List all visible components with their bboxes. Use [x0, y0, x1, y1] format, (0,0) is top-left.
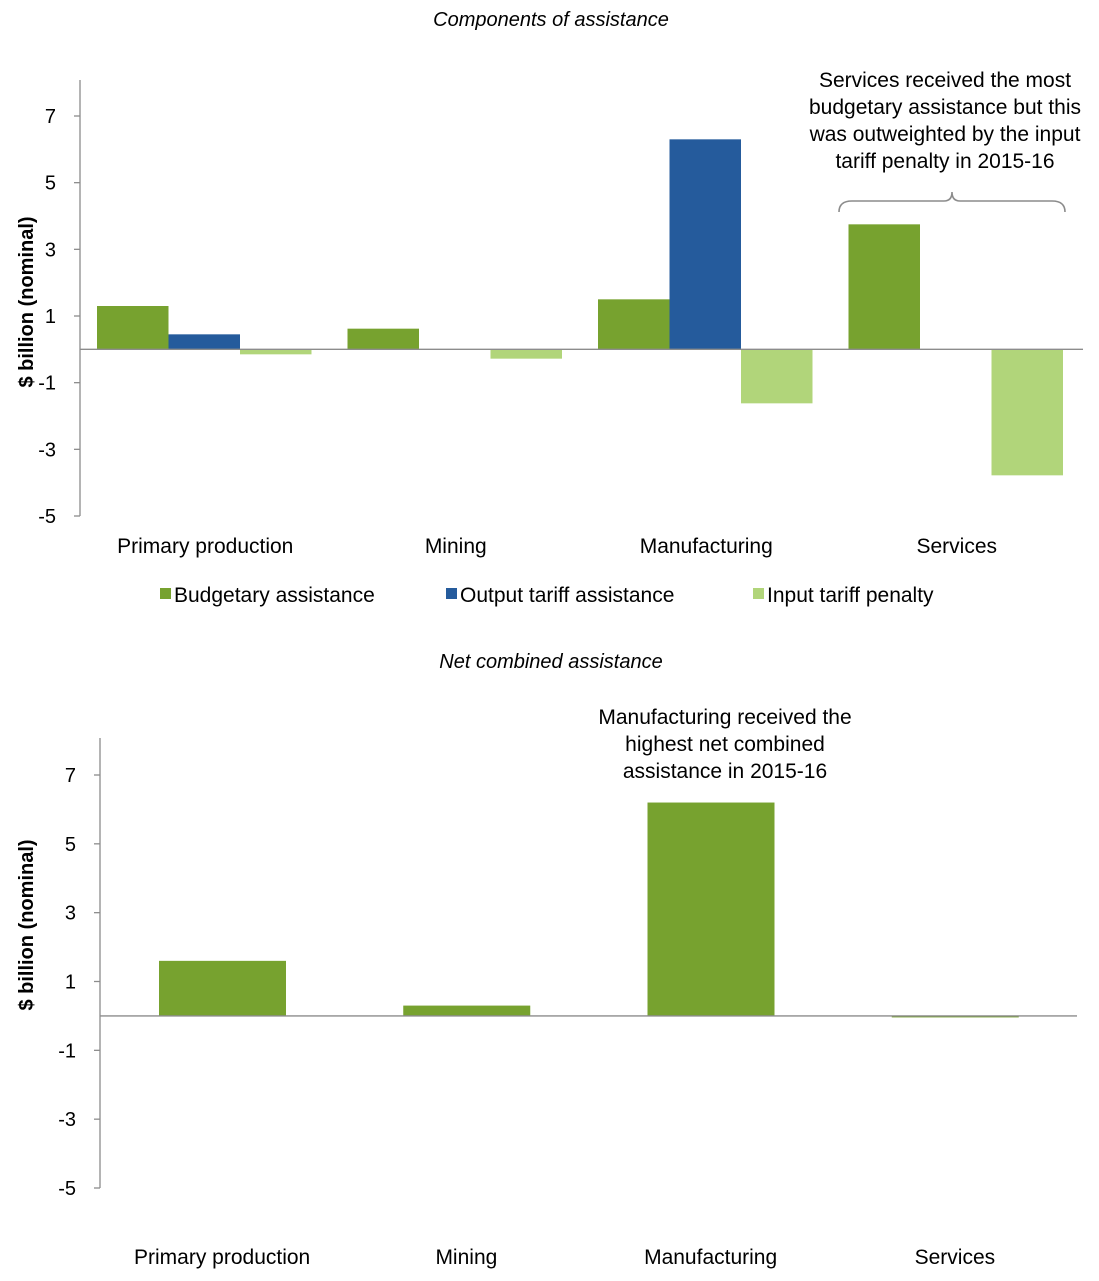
bar	[598, 299, 670, 350]
annotation-line-3: assistance in 2015-16	[623, 760, 827, 783]
y-tick-label: 5	[65, 834, 76, 856]
x-ticks: Primary production Mining Manufacturing Ser…	[134, 1246, 995, 1269]
y-tick-label: -1	[38, 373, 56, 395]
bar	[669, 139, 741, 350]
y-tick-label: 1	[65, 972, 76, 994]
components-chart: Components of assistance $ billion (nomi…	[16, 9, 1083, 607]
bar	[647, 802, 775, 1016]
bar	[991, 349, 1063, 476]
bars	[80, 139, 1083, 476]
y-tick-label: 3	[65, 903, 76, 925]
bar	[168, 334, 240, 350]
y-tick-label: -5	[38, 506, 56, 528]
annotation-line-2: budgetary assistance but this	[809, 96, 1081, 119]
chart-title: Net combined assistance	[439, 651, 662, 673]
bar	[490, 349, 562, 359]
legend-label-budgetary: Budgetary assistance	[174, 584, 375, 607]
x-tick-label: Services	[916, 535, 997, 558]
x-tick-label: Mining	[435, 1246, 497, 1269]
legend: Budgetary assistance Output tariff assis…	[160, 584, 934, 607]
x-tick-label: Manufacturing	[640, 535, 773, 558]
legend-swatch-input	[753, 588, 764, 599]
legend-label-output: Output tariff assistance	[460, 584, 674, 607]
bar	[848, 224, 920, 350]
x-tick-label: Mining	[425, 535, 487, 558]
bar	[403, 1005, 531, 1016]
y-tick-label: 1	[45, 306, 56, 328]
annotation: Manufacturing received the highest net c…	[598, 706, 851, 783]
annotation-line-4: tariff penalty in 2015-16	[835, 150, 1054, 173]
legend-swatch-budgetary	[160, 588, 171, 599]
y-ticks: 7 5 3 1 -1 -3 -5	[58, 765, 100, 1200]
x-tick-label: Primary production	[134, 1246, 310, 1269]
annotation: Services received the most budgetary ass…	[809, 69, 1081, 213]
bar	[891, 1015, 1019, 1018]
annotation-line-3: was outweighted by the input	[809, 123, 1081, 146]
bar	[741, 349, 813, 404]
y-ticks: 7 5 3 1 -1 -3 -5	[38, 106, 80, 528]
bar	[159, 960, 286, 1016]
bars	[100, 802, 1077, 1018]
legend-swatch-output	[446, 588, 457, 599]
chart-title: Components of assistance	[433, 9, 669, 31]
y-axis-label: $ billion (nominal)	[16, 839, 38, 1010]
y-axis-label: $ billion (nominal)	[16, 216, 38, 387]
x-tick-label: Manufacturing	[644, 1246, 777, 1269]
bar	[240, 349, 312, 355]
x-tick-label: Services	[915, 1246, 996, 1269]
annotation-line-1: Services received the most	[819, 69, 1071, 92]
bar	[97, 306, 169, 350]
y-tick-label: -5	[58, 1178, 76, 1200]
y-tick-label: -1	[58, 1040, 76, 1062]
y-tick-label: -3	[58, 1109, 76, 1131]
annotation-line-2: highest net combined	[625, 733, 825, 756]
x-ticks: Primary production Mining Manufacturing Ser…	[117, 535, 997, 558]
y-tick-label: 7	[65, 765, 76, 787]
y-tick-label: 3	[45, 239, 56, 261]
annotation-line-1: Manufacturing received the	[598, 706, 851, 729]
annotation-brace	[838, 191, 1066, 213]
net-combined-chart: Net combined assistance $ billion (nomin…	[16, 651, 1077, 1269]
y-tick-label: 7	[45, 106, 56, 128]
y-tick-label: -3	[38, 439, 56, 461]
y-tick-label: 5	[45, 173, 56, 195]
bar	[347, 328, 419, 350]
legend-label-input: Input tariff penalty	[767, 584, 934, 607]
x-tick-label: Primary production	[117, 535, 293, 558]
